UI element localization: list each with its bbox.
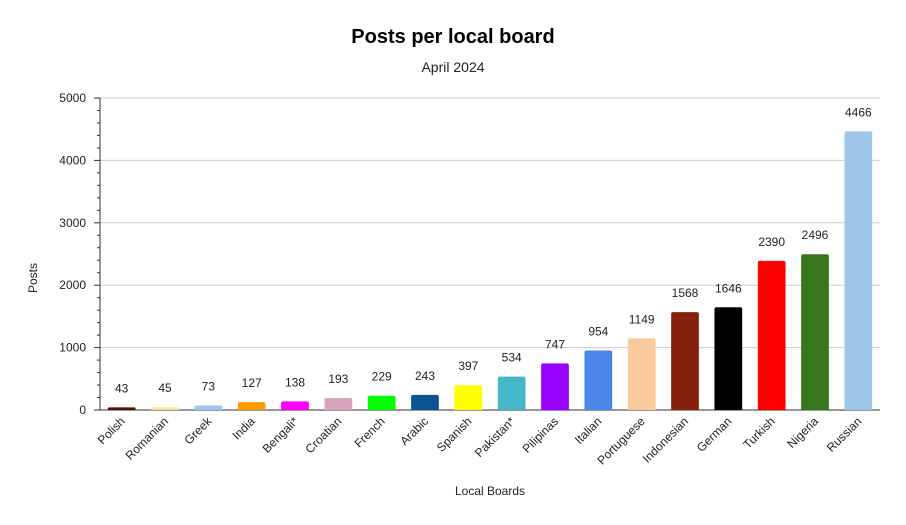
- x-axis-label: Local Boards: [454, 484, 526, 498]
- data-label: 2390: [758, 235, 785, 249]
- x-tick-label: Pakistan*: [472, 414, 518, 460]
- data-label: 73: [202, 379, 216, 393]
- y-tick-label: 3000: [59, 216, 86, 230]
- chart-title: Posts per local board: [351, 26, 555, 48]
- bar-spanish: [454, 385, 483, 410]
- bar-russian: [844, 131, 873, 410]
- bar-polish: [107, 407, 136, 410]
- data-label: 1646: [715, 281, 742, 295]
- bar-croatian: [324, 397, 353, 410]
- bar-portuguese: [627, 338, 656, 410]
- data-label: 4466: [845, 105, 872, 119]
- x-tick-label: Italian: [572, 414, 605, 447]
- y-tick-label: 1000: [59, 341, 86, 355]
- data-label: 193: [328, 372, 348, 386]
- data-label: 45: [158, 381, 172, 395]
- y-axis-label: Posts: [26, 263, 40, 293]
- bar-pakistan: [497, 376, 526, 410]
- bar-indonesian: [671, 312, 699, 410]
- x-tick-label: Indonesian: [640, 414, 691, 465]
- x-tick-label: India: [229, 414, 258, 443]
- chart-subtitle: April 2024: [421, 59, 485, 75]
- y-tick-label: 0: [79, 403, 86, 417]
- data-label: 534: [502, 351, 522, 365]
- data-label: 229: [372, 370, 392, 384]
- bar-french: [367, 395, 396, 410]
- bar-nigeria: [801, 254, 829, 410]
- x-tick-label: Turkish: [740, 414, 777, 451]
- axes: [94, 97, 880, 411]
- x-tick-label: Russian: [824, 414, 865, 455]
- data-label: 243: [415, 369, 435, 383]
- bars: [107, 131, 873, 410]
- x-tick-label: Portuguese: [594, 414, 648, 468]
- gridlines: [100, 97, 880, 349]
- x-tick-label: Bengali*: [260, 414, 302, 456]
- data-label: 1149: [629, 312, 655, 326]
- bar-pilipinas: [541, 363, 569, 410]
- x-tick-label: Greek: [181, 414, 215, 448]
- x-tick-label: Spanish: [434, 414, 475, 455]
- data-label: 747: [545, 337, 565, 351]
- bar-italian: [584, 350, 613, 410]
- y-tick-label: 4000: [59, 153, 86, 167]
- bar-greek: [194, 405, 223, 410]
- data-label: 397: [458, 359, 478, 373]
- x-tick-label: Arabic: [397, 414, 431, 448]
- data-label: 2496: [802, 228, 829, 242]
- y-tick-label: 5000: [59, 91, 86, 105]
- data-label: 43: [115, 381, 129, 395]
- data-labels: 43 45 73 127 138 193 229 243 397 534 747 954 1149 156…: [115, 105, 872, 395]
- bar-turkish: [757, 260, 786, 410]
- data-label: 1568: [672, 286, 699, 300]
- x-tick-label: French: [351, 414, 387, 450]
- bar-german: [714, 307, 743, 410]
- x-tick-label: Croatian: [302, 414, 344, 456]
- bar-india: [237, 402, 266, 410]
- bar-arabic: [411, 394, 439, 410]
- x-tick-label: Polish: [95, 414, 128, 447]
- data-label: 138: [285, 375, 305, 389]
- data-label: 954: [588, 324, 608, 338]
- x-tick-label: Nigeria: [784, 414, 821, 451]
- x-tick-label: Romanian: [123, 414, 172, 463]
- bar-romanian: [151, 407, 179, 410]
- y-tick-labels: 0 1000 2000 3000 4000 5000: [59, 91, 86, 417]
- x-tick-label: German: [694, 414, 735, 455]
- y-tick-label: 2000: [59, 278, 86, 292]
- x-tick-label: Pilipinas: [520, 414, 562, 456]
- data-label: 127: [242, 376, 262, 390]
- bar-bengali: [281, 401, 309, 410]
